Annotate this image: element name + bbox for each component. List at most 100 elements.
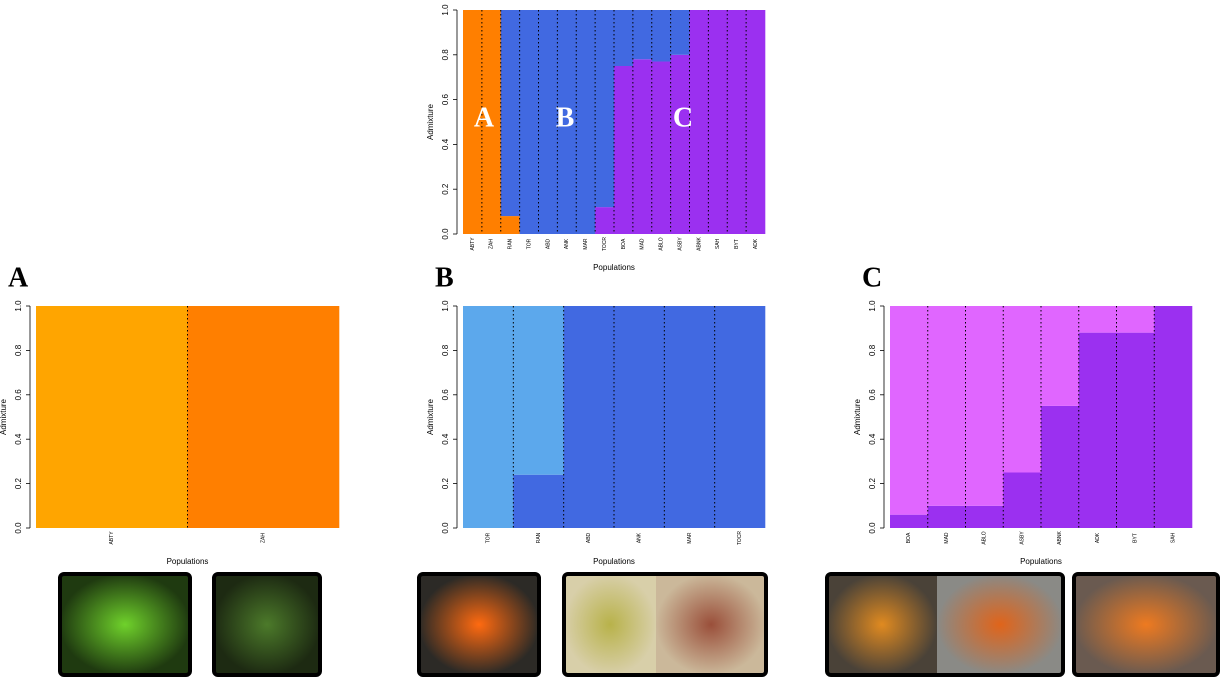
x-tick-label: TOR (526, 238, 532, 249)
x-tick-label: BOA (906, 532, 912, 543)
x-tick-label: ADK (1095, 532, 1101, 543)
bar-segment (463, 306, 514, 528)
y-tick-label: 0.4 (14, 433, 23, 445)
x-tick-label: TOR (485, 532, 491, 543)
x-tick-label: ABNK (696, 237, 702, 251)
x-tick-label: BYT (734, 239, 740, 249)
bar-segment (1079, 306, 1117, 333)
admixture-plot: BOAMADABLOASBYABNKADKBYTSAH0.00.20.40.60… (853, 262, 1192, 566)
bar-segment (1154, 306, 1192, 528)
y-tick-label: 1.0 (441, 4, 450, 16)
bar-segment (890, 306, 928, 515)
bar-segment (928, 306, 966, 506)
y-tick-label: 0.0 (441, 228, 450, 240)
x-tick-label: MAR (687, 532, 693, 544)
x-tick-label: ASBY (677, 237, 683, 251)
figure: ABTY ZAH RAN TOR ABD ANK MAR TOCR BOA MAD ABLO ASBY… (0, 0, 1225, 677)
x-tick-label: MAR (583, 238, 589, 250)
x-tick-label: ASBY (1019, 531, 1025, 545)
x-tick-label: ZAH (261, 533, 267, 543)
x-tick-label: ZAH (489, 239, 495, 249)
frog-photo (1074, 574, 1218, 675)
bar-segment (715, 306, 766, 528)
y-tick-label: 0.0 (14, 522, 23, 534)
bar-segment (501, 10, 520, 216)
y-tick-label: 0.6 (868, 389, 877, 401)
y-tick-label: 1.0 (441, 300, 450, 312)
x-tick-label: ADK (753, 238, 759, 249)
y-tick-label: 0.8 (441, 49, 450, 61)
bar-segment (188, 306, 340, 528)
x-tick-label: MAD (944, 532, 950, 544)
y-tick-label: 1.0 (868, 300, 877, 312)
x-tick-label: RAN (536, 532, 542, 543)
y-tick-label: 0.4 (868, 433, 877, 445)
bar-segment (746, 10, 765, 234)
frog-photo (656, 574, 766, 675)
x-axis-label: Populations (167, 557, 209, 566)
bar-segment (1079, 333, 1117, 528)
bar-segment (1003, 306, 1041, 473)
bar-segment (671, 55, 690, 234)
bar-segment (614, 306, 665, 528)
y-axis-label: Admixture (0, 398, 8, 435)
y-axis-label: Admixture (426, 398, 435, 435)
x-tick-label: ABD (545, 238, 551, 249)
frog-photo (214, 574, 320, 675)
panel-label: C (862, 262, 882, 293)
cluster-annotation: C (673, 102, 693, 133)
y-tick-label: 1.0 (14, 300, 23, 312)
page: ABTY ZAH RAN TOR ABD ANK MAR TOCR BOA MAD ABLO ASBY… (0, 0, 1225, 677)
bar-segment (576, 10, 595, 234)
bar-segment (36, 306, 188, 528)
cluster-annotation: A (474, 102, 495, 133)
x-tick-label: SAH (715, 238, 721, 249)
y-tick-label: 0.8 (441, 344, 450, 356)
bar-segment (664, 306, 715, 528)
bar-segment (1041, 406, 1079, 528)
bar-segment (513, 306, 564, 475)
bar-segment (652, 62, 671, 234)
bar-segment (633, 10, 652, 59)
x-tick-label: BOA (621, 238, 627, 249)
panel-label: A (8, 262, 29, 293)
bar-segment (633, 59, 652, 234)
x-tick-label: TOCR (737, 531, 743, 545)
y-tick-label: 0.4 (441, 433, 450, 445)
bar-segment (501, 216, 520, 234)
photos (60, 574, 1218, 675)
y-axis-label: Admixture (426, 103, 435, 140)
bar-segment (890, 515, 928, 528)
panel-label: B (435, 262, 454, 293)
bar-segment (564, 306, 615, 528)
x-tick-label: ANK (564, 238, 570, 249)
x-tick-label: ABLO (659, 237, 665, 250)
bar-segment (1117, 306, 1155, 333)
x-tick-label: BYT (1133, 533, 1139, 543)
bar-segment (513, 475, 564, 528)
bar-segment (614, 10, 633, 66)
x-tick-label: ABD (586, 532, 592, 543)
bar-segment (652, 10, 671, 62)
frog-photo (419, 574, 539, 675)
y-tick-label: 0.2 (14, 477, 23, 489)
y-tick-label: 0.2 (868, 477, 877, 489)
bar-segment (1003, 473, 1041, 529)
x-tick-label: ABLO (982, 531, 988, 544)
y-tick-label: 0.6 (441, 389, 450, 401)
x-tick-label: TOCR (602, 237, 608, 251)
frog-photo (564, 574, 656, 675)
y-tick-label: 0.2 (441, 183, 450, 195)
y-tick-label: 0.0 (441, 522, 450, 534)
x-tick-label: MAD (640, 238, 646, 250)
x-axis-label: Populations (593, 263, 635, 272)
x-axis-label: Populations (1020, 557, 1062, 566)
bar-segment (614, 66, 633, 234)
y-tick-label: 0.6 (441, 93, 450, 105)
bar-segment (966, 306, 1004, 506)
x-tick-label: ABTY (109, 531, 115, 545)
x-axis-label: Populations (593, 557, 635, 566)
bar-segment (727, 10, 746, 234)
x-tick-label: ABTY (470, 237, 476, 251)
